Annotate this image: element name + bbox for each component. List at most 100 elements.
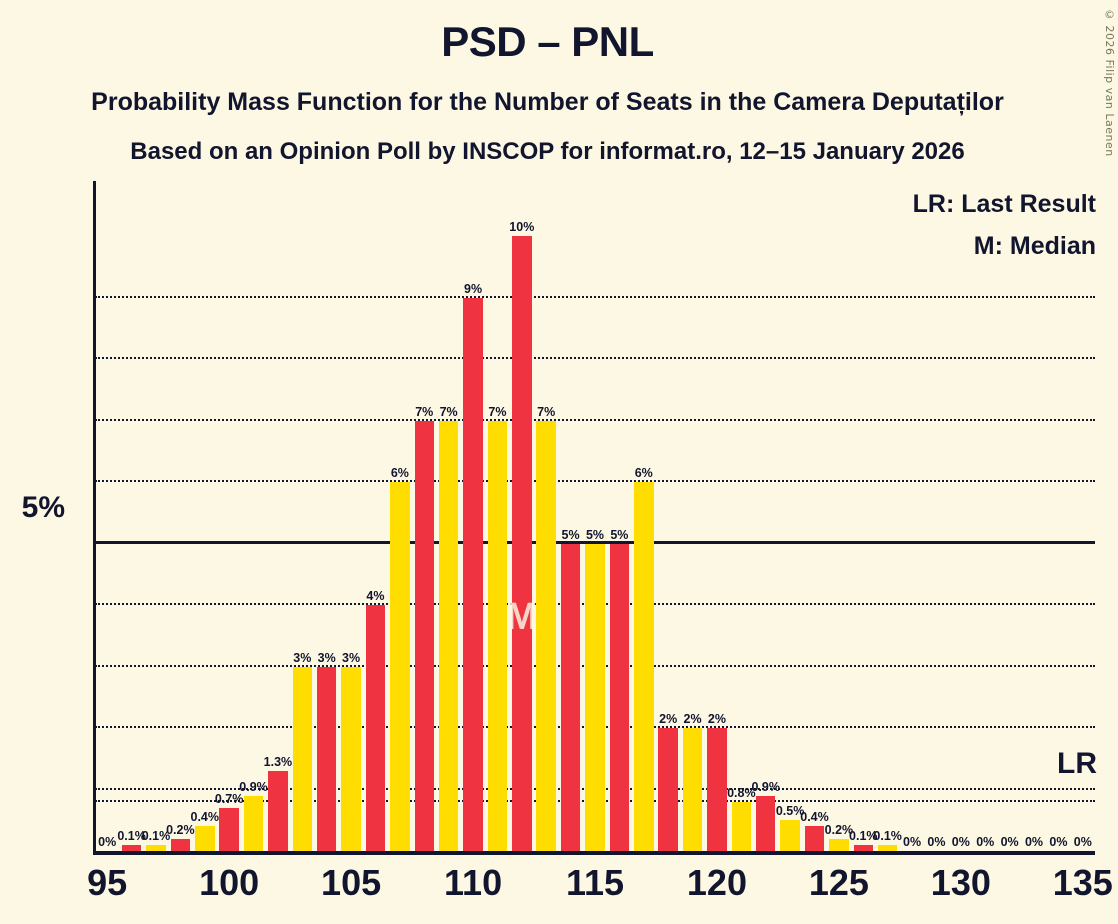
bar-value-label: 2%: [707, 712, 726, 727]
bar-value-label: 0%: [927, 835, 946, 849]
bar-value-label: 10%: [509, 220, 535, 235]
x-axis-tick-130: 130: [930, 862, 991, 903]
gridline: [95, 357, 1095, 360]
bar-value-label: 0.4%: [800, 810, 829, 825]
plot-area: 5% LR 0% 0.1% 0.1% 0.2% 0.4% 0.7% 0.9% 1.3% 3% 3% 3%…: [22, 181, 1097, 851]
median-marker: M: [505, 596, 538, 638]
bar-seat-122: 0.9%: [751, 780, 780, 851]
bar-value-label: 7%: [488, 404, 507, 419]
bar-seat-117: 6%: [634, 466, 654, 851]
x-axis-tick-105: 105: [321, 862, 382, 903]
bar-seat-126: 0.1%: [849, 829, 878, 851]
page-title: PSD – PNL: [441, 18, 654, 65]
bar-seat-103: 3%: [292, 651, 313, 851]
bar-value-label: 5%: [561, 527, 580, 542]
bar-seat-125: 0.2%: [825, 823, 853, 851]
gridline: [95, 295, 1095, 298]
bar-value-label: 0.7%: [214, 791, 244, 806]
copyright-notice: © 2026 Filip van Laenen: [1103, 8, 1116, 157]
chart-subtitle-primary: Probability Mass Function for the Number…: [91, 88, 1004, 116]
gridline: [95, 480, 1095, 483]
bar-seat-109: 7%: [438, 405, 459, 851]
bar-seat-111: 7%: [487, 405, 508, 851]
bar-seat-108: 7%: [414, 405, 434, 851]
x-axis-tick-135: 135: [1052, 862, 1113, 903]
bar-seat-98: 0.2%: [166, 823, 195, 851]
bar-value-label: 0%: [1049, 835, 1068, 849]
bar-value-label: 5%: [610, 527, 629, 542]
bar-seat-115: 5%: [585, 528, 605, 851]
bar-value-label: 0.1%: [849, 828, 878, 843]
bar-seat-101: 0.9%: [239, 780, 268, 851]
x-axis-tick-110: 110: [444, 862, 503, 903]
x-axis-tick-labels: 95 100 105 110 115 120 125 130 135: [87, 862, 1113, 922]
gridline-5-percent: [95, 540, 1095, 544]
bar-value-label: 4%: [366, 589, 385, 604]
last-result-marker-label: LR: [1053, 746, 1097, 781]
bar-seat-118: 2%: [658, 712, 678, 851]
bar-value-label: 0.1%: [141, 828, 171, 843]
bar-value-label: 0%: [903, 835, 922, 849]
bar-value-label: 7%: [415, 404, 434, 419]
bar-seat-105: 3%: [341, 651, 361, 851]
bar-value-label: 0%: [976, 835, 995, 849]
x-axis-tick-100: 100: [199, 862, 260, 903]
bar-value-label: 0.8%: [727, 785, 756, 800]
bar-seat-110: 9%: [463, 282, 483, 851]
bar-value-label: 0.5%: [775, 804, 805, 819]
bar-value-label: 0%: [98, 835, 117, 849]
bar-value-label: 3%: [293, 650, 312, 665]
bar-seat-116: 5%: [609, 528, 630, 851]
x-axis-tick-125: 125: [808, 862, 869, 903]
bar-value-label: 2%: [683, 712, 702, 727]
bar-value-label: 0%: [1000, 835, 1019, 849]
bar-value-label: 0.1%: [117, 828, 146, 843]
bar-seat-96: 0.1%: [117, 829, 146, 851]
bar-value-label: 3%: [317, 650, 336, 665]
bar-value-label: 7%: [439, 404, 458, 419]
bar-value-label: 5%: [585, 527, 605, 542]
bar-seat-114: 5%: [560, 528, 581, 851]
bar-value-label: 0.2%: [166, 822, 195, 837]
bar-value-label: 0.1%: [873, 828, 902, 843]
bar-seat-106: 4%: [365, 589, 386, 851]
x-axis-tick-95: 95: [87, 862, 128, 903]
bar-seat-113: 7%: [536, 405, 556, 851]
bar-value-label: 0.4%: [190, 810, 220, 825]
bar-seat-107: 6%: [390, 466, 410, 851]
bar-seat-123: 0.5%: [776, 804, 804, 851]
legend-item-median: M: Median: [973, 232, 1096, 260]
bar-seat-124: 0.4%: [800, 810, 829, 851]
bar-seat-127: 0.1%: [873, 829, 902, 851]
bar-value-label: 7%: [537, 404, 556, 419]
x-axis-tick-115: 115: [565, 862, 625, 903]
bar-value-label: 6%: [390, 466, 409, 481]
bar-value-label: 0%: [951, 835, 970, 849]
gridline: [95, 418, 1095, 421]
bar-seat-100: 0.7%: [215, 792, 243, 851]
bar-value-label: 0.9%: [751, 779, 780, 794]
y-axis-label: 5%: [21, 490, 65, 524]
legend-item-last-result: LR: Last Result: [912, 190, 1096, 218]
bar-seat-119: 2%: [682, 712, 703, 851]
bar-value-label: 6%: [634, 466, 653, 481]
bar-seat-102: 1.3%: [264, 755, 292, 851]
bar-value-label: 0%: [1024, 835, 1044, 849]
bar-seat-97: 0.1%: [142, 829, 170, 851]
bar-seat-104: 3%: [316, 651, 337, 851]
bar-value-label: 1.3%: [263, 755, 293, 770]
x-axis-line: [93, 851, 1095, 855]
bar-seat-121: 0.8%: [727, 786, 756, 851]
bar-seat-99: 0.4%: [191, 810, 219, 851]
bar-seat-120: 2%: [707, 712, 727, 851]
x-axis-tick-120: 120: [686, 862, 747, 903]
bar-value-label: 3%: [342, 650, 361, 665]
bar-value-label: 0.2%: [824, 822, 854, 837]
bar-value-label: 9%: [463, 281, 483, 296]
bar-value-label: 0.9%: [239, 779, 268, 794]
bar-value-label: 0%: [1073, 835, 1092, 849]
legend: LR: Last Result M: Median: [913, 183, 1096, 267]
chart-subtitle-secondary: Based on an Opinion Poll by INSCOP for i…: [130, 138, 965, 165]
bar-value-label: 2%: [659, 712, 678, 727]
